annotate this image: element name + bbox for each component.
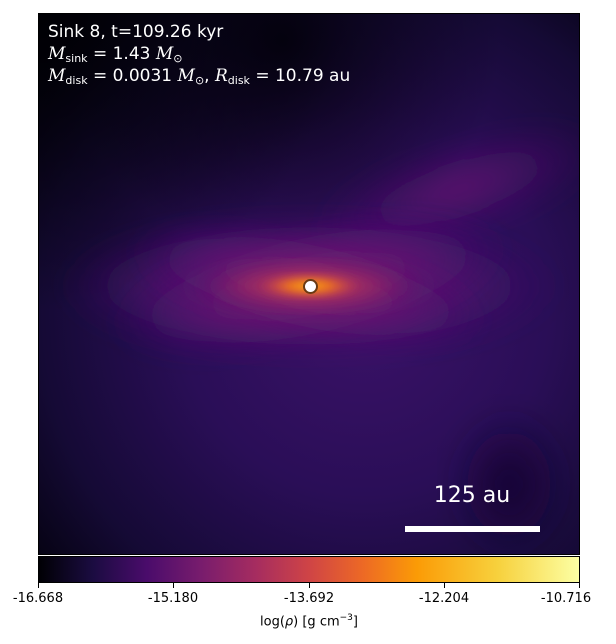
density-map: Sink 8, t=109.26 kyr Msink = 1.43 M⊙ Mdi… — [38, 13, 580, 555]
scalebar-label: 125 au — [433, 483, 511, 508]
sink-title: Sink 8, t=109.26 kyr — [48, 22, 224, 42]
colorbar-label-exponent: −3 — [339, 613, 353, 623]
sink-mass-value: = 1.43 — [92, 44, 151, 64]
colorbar-tick — [173, 583, 174, 588]
disk-mass-unit-sub: ⊙ — [194, 74, 205, 87]
colorbar-tick-label: -12.204 — [418, 591, 470, 606]
colorbar-label: log(ρ) [g cm−3] — [38, 613, 580, 629]
disk-properties-label: Mdisk = 0.0031 M⊙, Rdisk = 10.79 au — [48, 66, 351, 87]
colorbar — [38, 556, 580, 583]
sink-mass-unit-sub: ⊙ — [173, 52, 183, 65]
colorbar-tick-label: -10.716 — [540, 591, 592, 606]
scalebar — [405, 526, 540, 532]
disk-mass-symbol: M — [48, 66, 66, 86]
colorbar-label-prefix: log( — [260, 614, 285, 630]
colorbar-label-end: ] — [352, 614, 358, 630]
disk-mass-unit: M — [177, 66, 195, 86]
disk-radius-value: = 10.79 au — [255, 66, 351, 86]
sink-marker — [303, 279, 318, 294]
sink-mass-unit: M — [155, 44, 174, 64]
sink-mass-subscript: sink — [65, 52, 88, 65]
disk-radius-symbol: R — [214, 66, 228, 86]
sink-mass-symbol: M — [48, 44, 66, 64]
colorbar-tick-label: -16.668 — [12, 591, 64, 606]
colorbar-tick — [309, 583, 310, 588]
colorbar-tick — [444, 583, 445, 588]
colorbar-tick-label: -13.692 — [283, 591, 335, 606]
disk-mass-value: = 0.0031 — [92, 66, 173, 86]
disk-radius-subscript: disk — [227, 74, 250, 87]
colorbar-tick-label: -15.180 — [147, 591, 199, 606]
colorbar-label-suffix: ) [g cm — [293, 614, 340, 630]
sink-mass-label: Msink = 1.43 M⊙ — [48, 43, 183, 70]
colorbar-label-rho: ρ — [284, 614, 294, 630]
colorbar-tick — [579, 583, 580, 588]
colorbar-tick — [38, 583, 39, 588]
disk-mass-subscript: disk — [65, 74, 88, 87]
